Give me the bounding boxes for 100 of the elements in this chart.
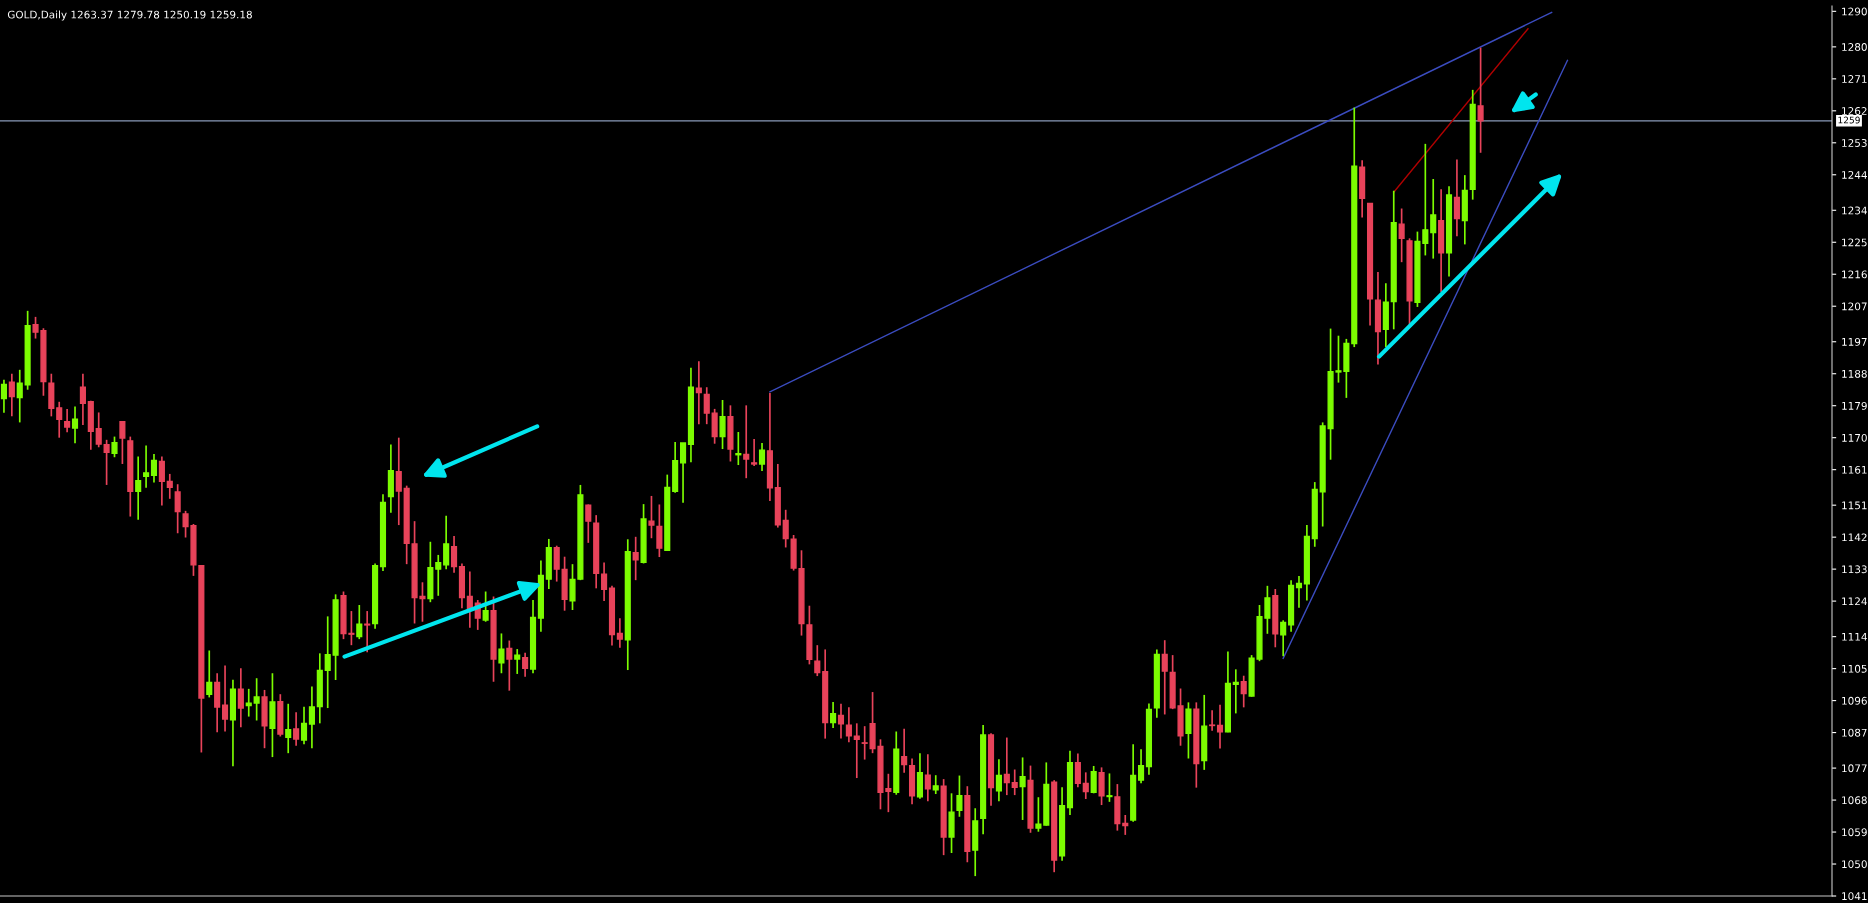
candlestick bbox=[443, 515, 450, 570]
candlestick bbox=[79, 372, 86, 426]
candlestick bbox=[1074, 752, 1081, 789]
candlestick bbox=[174, 483, 181, 535]
candlestick bbox=[135, 455, 142, 521]
y-tick-label: 1124 bbox=[1842, 597, 1867, 606]
candlestick bbox=[1295, 575, 1303, 609]
y-tick-label: 1077 bbox=[1842, 764, 1867, 773]
candlestick bbox=[861, 725, 868, 761]
candlestick bbox=[553, 544, 560, 583]
y-tick-label: 1188 bbox=[1842, 369, 1867, 378]
y-tick-label: 1244 bbox=[1842, 170, 1867, 179]
y-tick-label: 1087 bbox=[1842, 728, 1867, 737]
candlestick bbox=[995, 758, 1002, 802]
y-tick-label: 1142 bbox=[1842, 533, 1867, 542]
candlestick bbox=[166, 473, 173, 500]
candlestick bbox=[853, 722, 860, 779]
candlestick bbox=[514, 648, 521, 675]
candlestick bbox=[648, 495, 655, 540]
y-tick-label: 1050 bbox=[1842, 860, 1867, 869]
candlestick bbox=[364, 610, 371, 654]
candlestick bbox=[711, 408, 718, 445]
candlestick bbox=[1011, 768, 1018, 796]
y-tick-label: 1041 bbox=[1842, 892, 1867, 901]
candlestick bbox=[1430, 178, 1437, 260]
candlestick bbox=[932, 774, 939, 795]
candlestick bbox=[1422, 143, 1429, 257]
candlestick bbox=[837, 702, 845, 740]
y-tick-label: 1234 bbox=[1842, 206, 1867, 215]
candlestick bbox=[735, 431, 742, 466]
y-tick-label: 1262 bbox=[1842, 107, 1867, 115]
candlestick bbox=[450, 535, 458, 574]
candlestick bbox=[695, 360, 702, 426]
y-tick-label: 1216 bbox=[1842, 270, 1867, 279]
ref-line-label: 1259 bbox=[1838, 116, 1860, 124]
candlestick bbox=[119, 420, 126, 465]
candlestick bbox=[111, 435, 118, 459]
candlestick bbox=[1003, 736, 1010, 796]
candlestick bbox=[16, 368, 23, 424]
candlestick bbox=[743, 404, 750, 480]
candlestick bbox=[924, 753, 931, 802]
candlestick bbox=[253, 677, 260, 722]
candlestick bbox=[293, 711, 300, 747]
y-tick-label: 1133 bbox=[1842, 565, 1867, 574]
candlestick bbox=[1232, 668, 1239, 715]
y-tick-label: 1290 bbox=[1842, 7, 1867, 16]
candlestick bbox=[1137, 748, 1145, 785]
candlestick bbox=[482, 590, 489, 623]
candlestick bbox=[703, 386, 710, 426]
candlestick bbox=[830, 701, 837, 729]
candlestick bbox=[64, 408, 71, 434]
y-tick-label: 1114 bbox=[1842, 633, 1867, 641]
candlestick bbox=[1090, 765, 1097, 795]
candlestick bbox=[1280, 619, 1287, 658]
y-tick-label: 1170 bbox=[1842, 433, 1867, 442]
y-tick-label: 1179 bbox=[1842, 401, 1867, 410]
candlestick bbox=[632, 535, 639, 581]
candlestick bbox=[719, 399, 726, 450]
y-tick-label: 1068 bbox=[1842, 796, 1867, 805]
candlestick bbox=[1122, 814, 1129, 836]
candlestick bbox=[0, 378, 8, 414]
y-tick-label: 1197 bbox=[1842, 337, 1867, 346]
candlestick bbox=[1161, 639, 1168, 716]
y-tick-label: 1225 bbox=[1842, 238, 1867, 247]
candlestick bbox=[237, 667, 244, 729]
candlestick bbox=[435, 554, 442, 597]
candlestick bbox=[300, 705, 308, 746]
candlestick bbox=[221, 664, 229, 733]
y-tick-label: 1105 bbox=[1842, 664, 1867, 673]
candlestick bbox=[1098, 766, 1105, 806]
candlestick bbox=[585, 503, 592, 544]
candlestick bbox=[245, 688, 252, 718]
candlestick bbox=[143, 444, 150, 489]
candlestick bbox=[8, 372, 15, 418]
candlestick bbox=[1453, 158, 1460, 238]
y-tick-label: 1280 bbox=[1842, 43, 1867, 51]
candlestick bbox=[845, 706, 852, 743]
candlestick bbox=[1082, 771, 1089, 800]
candlestick bbox=[95, 411, 102, 449]
candlestick bbox=[782, 508, 789, 549]
candlestick bbox=[506, 639, 513, 692]
candlestick bbox=[395, 436, 402, 526]
candlestick bbox=[1240, 674, 1247, 709]
candlestick bbox=[814, 644, 821, 677]
candlestick bbox=[679, 442, 687, 504]
y-tick-label: 1151 bbox=[1842, 501, 1867, 510]
candlestick bbox=[1477, 46, 1484, 154]
candlestick bbox=[956, 774, 963, 818]
candlestick bbox=[751, 438, 758, 467]
candlestick bbox=[1106, 772, 1113, 803]
y-tick-label: 1096 bbox=[1842, 696, 1867, 705]
candlestick bbox=[1035, 796, 1042, 833]
candlestick bbox=[1398, 207, 1405, 263]
candlestick bbox=[1209, 709, 1216, 732]
candlestick bbox=[901, 727, 908, 774]
candlestick bbox=[206, 649, 213, 699]
y-tick-label: 1207 bbox=[1842, 302, 1867, 311]
candlestick bbox=[103, 438, 110, 486]
candlestick bbox=[324, 615, 331, 709]
y-tick-label: 1059 bbox=[1842, 828, 1867, 837]
